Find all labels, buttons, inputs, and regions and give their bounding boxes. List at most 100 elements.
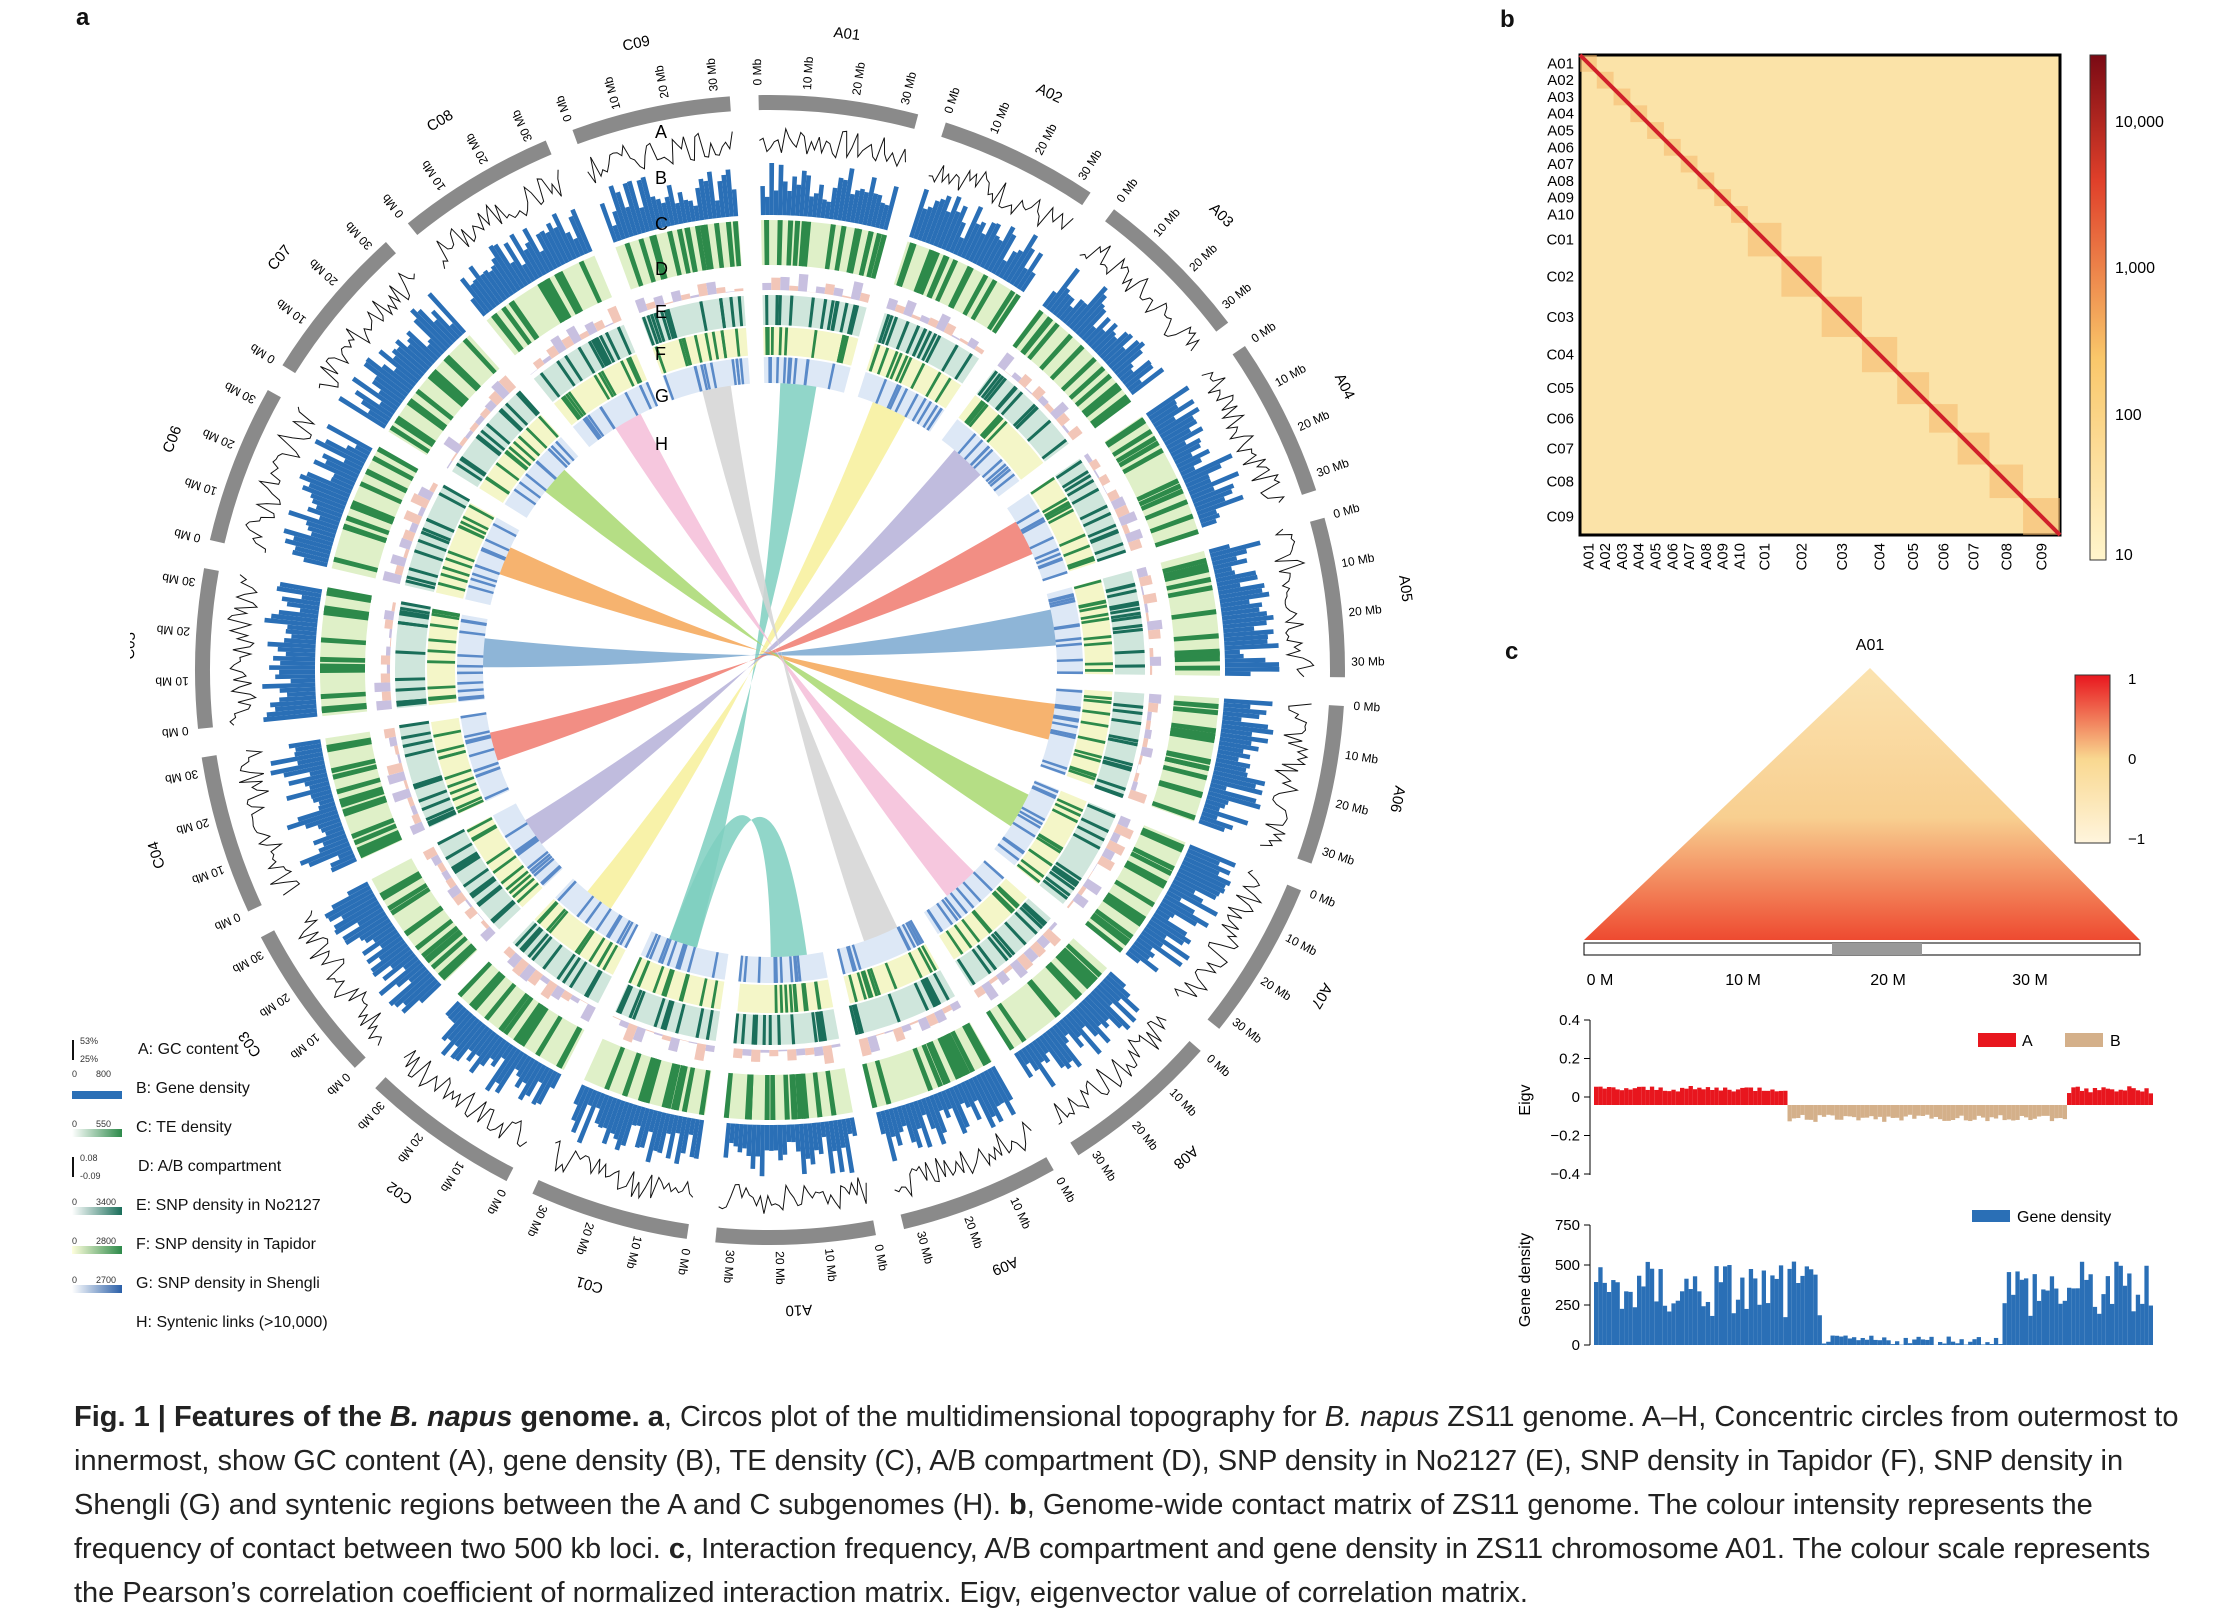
snp-tapidor-band	[1063, 544, 1091, 558]
snp-shengli-band	[616, 919, 632, 944]
gene-density-bar	[285, 651, 316, 658]
gene-density-bar	[1224, 662, 1280, 668]
chromosome-label: C01	[574, 1273, 605, 1297]
gd-bar	[1826, 1341, 1831, 1345]
gene-density-bar	[866, 193, 879, 227]
eig-bar	[1813, 1105, 1818, 1122]
gd-bar	[1813, 1274, 1818, 1345]
ab-compartment-bar	[822, 1045, 835, 1064]
snp-no2127-band	[418, 789, 448, 803]
ab-compartment-bar	[527, 969, 544, 986]
eig-bar	[1761, 1090, 1766, 1105]
gene-density-bar	[968, 232, 986, 263]
ab-compartment-bar	[1082, 878, 1102, 896]
snp-shengli-band	[557, 880, 577, 902]
gene-density-bar	[1096, 983, 1137, 1023]
gene-density-bar	[1216, 753, 1239, 762]
snp-tapidor-band	[1078, 599, 1107, 608]
te-density-band	[359, 835, 403, 859]
gd-bar	[1671, 1303, 1676, 1345]
snp-no2127-band	[1052, 865, 1080, 885]
gd-bar	[1783, 1317, 1788, 1345]
eig-bar	[1697, 1087, 1702, 1105]
te-density-band	[501, 306, 532, 346]
te-density-band	[321, 702, 367, 712]
ab-compartment-bar	[679, 1039, 689, 1042]
te-density-band	[371, 455, 414, 482]
gene-density-bar	[1157, 406, 1200, 436]
gene-density-bar	[1191, 483, 1235, 504]
snp-no2127-band	[777, 1014, 781, 1045]
gene-density-bar	[290, 678, 316, 684]
mb-tick-label: 30 Mb	[898, 70, 919, 106]
eig-bar	[1916, 1105, 1921, 1116]
legend-row: 0 2700 G: SNP density in Shengli	[72, 1264, 372, 1303]
te-density-band	[326, 590, 372, 603]
gene-density-bar	[1138, 933, 1183, 968]
snp-tapidor-band	[982, 416, 1004, 440]
ab-compartment-bar	[1023, 947, 1039, 963]
ab-compartment-bar	[966, 337, 980, 350]
gene-density-bar	[1198, 819, 1226, 833]
snp-no2127-band	[585, 970, 603, 998]
gd-bar	[1869, 1335, 1874, 1345]
gene-density-bar	[1087, 993, 1123, 1029]
gene-density-bar	[510, 261, 529, 287]
ab-compartment-bar	[390, 554, 407, 567]
gene-density-bar	[1031, 1039, 1051, 1064]
snp-no2127-band	[400, 601, 431, 610]
hic-scale-label: 1,000	[2115, 260, 2155, 277]
snp-shengli-band	[624, 391, 639, 417]
a01-x-tick: 30 M	[2012, 972, 2048, 989]
ab-compartment-bar	[653, 1031, 663, 1037]
snp-no2127-band	[1080, 817, 1110, 834]
gd-bar	[2049, 1276, 2055, 1345]
snp-no2127-band	[1026, 419, 1052, 442]
snp-shengli-band	[803, 359, 810, 386]
gene-density-bar	[433, 319, 457, 343]
te-density-band	[429, 371, 467, 406]
eig-bar	[1714, 1087, 1719, 1105]
eig-bar	[1864, 1105, 1870, 1118]
snp-tapidor-band	[898, 356, 913, 384]
mb-tick-label: 30 Mb	[1089, 1148, 1119, 1184]
snp-no2127-band	[425, 806, 455, 822]
eig-bar	[1684, 1088, 1689, 1105]
gene-density-bar	[1216, 574, 1258, 587]
ab-compartment-bar	[824, 283, 835, 296]
chromosome-label: A03	[1206, 200, 1237, 231]
gene-density-bar	[960, 1081, 982, 1121]
gd-bar	[1667, 1311, 1672, 1345]
snp-no2127-band	[450, 851, 479, 870]
gene-density-bar	[314, 438, 365, 468]
ab-compartment-bar	[542, 355, 552, 364]
legend-swatch: 0 2700	[72, 1275, 122, 1293]
eig-bar	[1757, 1087, 1762, 1105]
gene-density-bar	[1210, 778, 1263, 796]
gd-bar	[1912, 1339, 1917, 1345]
gene-density-bar	[524, 241, 547, 276]
te-density-band	[926, 254, 949, 299]
gene-density-bar	[535, 232, 558, 270]
snp-tapidor-band	[442, 565, 470, 577]
gene-density-bar	[378, 349, 419, 384]
gene-density-bar	[283, 764, 326, 778]
track-letter: C	[655, 214, 668, 234]
gd-bar	[1680, 1291, 1685, 1345]
chromosome-ideogram	[209, 389, 281, 544]
snp-no2127-band	[1079, 504, 1108, 521]
chromosome-ideogram	[758, 95, 919, 129]
snp-shengli-band	[970, 445, 991, 467]
eig-bar	[1723, 1087, 1728, 1105]
gene-density-bar	[1148, 399, 1177, 421]
gd-bar	[1654, 1301, 1659, 1345]
gene-density-bar	[357, 907, 385, 927]
chromosome-ideogram	[1207, 884, 1302, 1029]
gene-density-bar	[1157, 905, 1175, 919]
mb-tick-label: 30 Mb	[1351, 654, 1385, 668]
snp-shengli-band	[460, 712, 487, 719]
legend-label: G: SNP density in Shengli	[136, 1274, 320, 1292]
snp-shengli-band	[660, 938, 672, 965]
ab-compartment-bar	[403, 779, 409, 790]
gene-density-bar	[291, 634, 317, 641]
